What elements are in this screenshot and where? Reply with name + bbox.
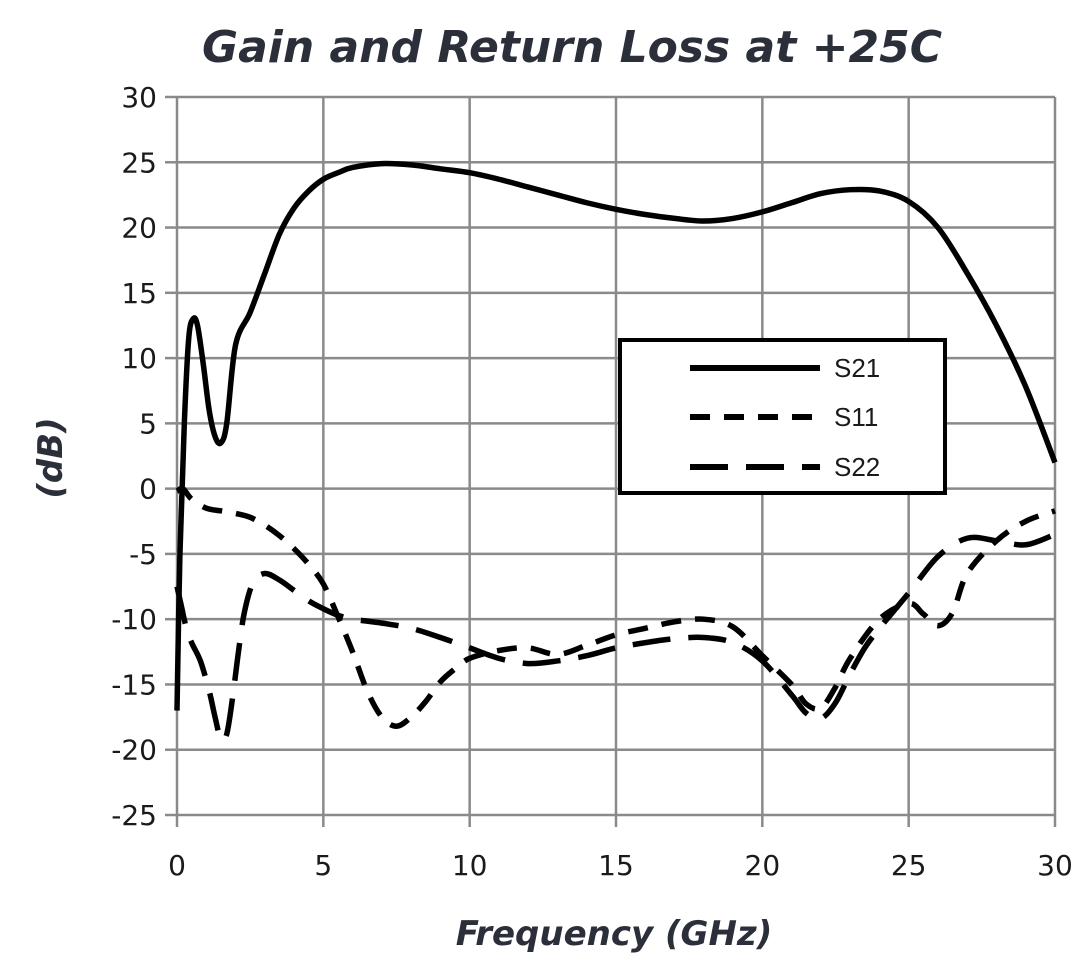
legend: S21 S11 S22 (618, 338, 947, 495)
legend-box (618, 338, 947, 495)
y-tick-labels: 30 25 20 15 10 5 0 -5 -10 -15 -20 -25 (111, 81, 157, 832)
y-tick-label: -25 (111, 799, 157, 832)
y-tick-label: 15 (121, 277, 157, 310)
legend-entries: S21 S11 S22 (690, 353, 880, 482)
y-tick-label: -5 (129, 538, 157, 571)
y-tick-label: 25 (121, 146, 157, 179)
y-tick-label: -20 (111, 734, 157, 767)
x-tick-labels: 0 5 10 15 20 25 30 (168, 849, 1073, 882)
series-lines (174, 160, 1058, 744)
y-tick-label: 5 (139, 407, 157, 440)
legend-label-s21: S21 (834, 353, 880, 383)
x-axis-label: Frequency (GHz) (456, 914, 773, 954)
x-tick-label: 15 (598, 849, 634, 882)
x-tick-label: 20 (745, 849, 781, 882)
y-tick-label: 30 (121, 81, 157, 114)
y-tick-label: 20 (121, 212, 157, 245)
x-tick-label: 10 (452, 849, 488, 882)
x-tick-label: 5 (314, 849, 332, 882)
y-tick-label: 10 (121, 342, 157, 375)
series-line-s21 (174, 160, 1058, 711)
x-tick-label: 0 (168, 849, 186, 882)
y-tick-label: -10 (111, 603, 157, 636)
series-line-s22 (174, 531, 1057, 744)
y-tick-label: 0 (139, 473, 157, 506)
y-axis-label: (dB) (31, 417, 71, 498)
chart-title: Gain and Return Loss at +25C (202, 22, 942, 73)
y-tick-label: -15 (111, 668, 157, 701)
x-tick-label: 25 (891, 849, 927, 882)
x-tick-label: 30 (1037, 849, 1073, 882)
legend-label-s11: S11 (834, 402, 878, 432)
legend-label-s22: S22 (834, 452, 880, 482)
